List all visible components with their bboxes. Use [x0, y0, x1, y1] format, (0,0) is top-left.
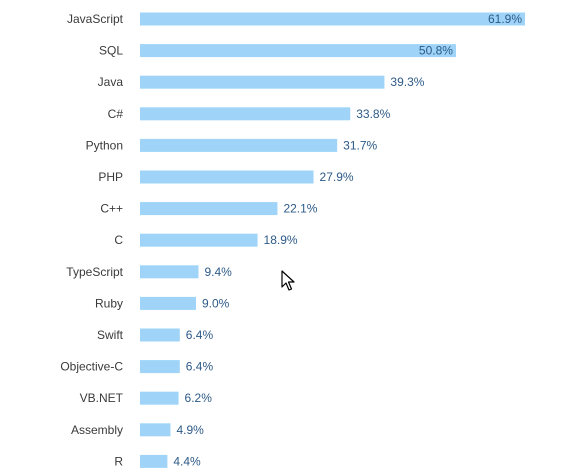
bar-row: JavaScript 61.9% — [67, 12, 525, 26]
bar — [140, 170, 314, 184]
bar-row: PHP 27.9% — [98, 170, 354, 184]
category-label: C — [114, 233, 123, 247]
value-label: 6.2% — [185, 391, 213, 405]
bar-row: Ruby 9.0% — [95, 296, 230, 310]
bar — [140, 202, 278, 216]
bar — [140, 391, 179, 405]
chart-rows: JavaScript 61.9% SQL 50.8% Java 39.3% C# 33.8% P… — [60, 12, 525, 468]
value-label: 9.0% — [202, 296, 230, 310]
value-label: 50.8% — [419, 44, 453, 58]
bar — [140, 296, 196, 310]
value-label: 61.9% — [488, 12, 522, 26]
value-label: 39.3% — [390, 75, 424, 89]
category-label: JavaScript — [67, 12, 124, 26]
bar — [140, 44, 456, 58]
value-label: 22.1% — [283, 202, 317, 216]
bar — [140, 423, 171, 437]
value-label: 18.9% — [264, 233, 298, 247]
bar-row: VB.NET 6.2% — [80, 391, 213, 405]
value-label: 31.7% — [343, 138, 377, 152]
bar — [140, 328, 180, 342]
bar-row: C# 33.8% — [108, 107, 391, 121]
category-label: R — [114, 454, 123, 468]
category-label: Python — [86, 138, 123, 152]
mouse-pointer-icon — [281, 270, 295, 291]
value-label: 33.8% — [356, 107, 390, 121]
bar-row: R 4.4% — [114, 454, 201, 468]
bar — [140, 107, 351, 121]
category-label: C++ — [100, 202, 123, 216]
bar-row: TypeScript 9.4% — [66, 265, 232, 279]
value-label: 6.4% — [186, 328, 214, 342]
category-label: SQL — [99, 44, 123, 58]
category-label: Assembly — [71, 423, 123, 437]
value-label: 6.4% — [186, 360, 214, 374]
bar-row: Java 39.3% — [98, 75, 425, 89]
value-label: 4.9% — [176, 423, 204, 437]
category-label: PHP — [98, 170, 123, 184]
bar — [140, 12, 525, 26]
value-label: 9.4% — [204, 265, 232, 279]
category-label: VB.NET — [80, 391, 124, 405]
bar — [140, 265, 199, 279]
bar-row: Objective-C 6.4% — [60, 360, 213, 374]
bar — [140, 454, 168, 468]
category-label: Swift — [97, 328, 124, 342]
category-label: Java — [98, 75, 124, 89]
bar-row: Assembly 4.9% — [71, 423, 204, 437]
bar — [140, 360, 180, 374]
bar-row: SQL 50.8% — [99, 44, 456, 58]
category-label: Objective-C — [60, 360, 123, 374]
value-label: 4.4% — [173, 454, 201, 468]
bar-row: C 18.9% — [114, 233, 298, 247]
category-label: C# — [108, 107, 124, 121]
bar-row: Swift 6.4% — [97, 328, 214, 342]
bar — [140, 233, 258, 247]
bar — [140, 138, 338, 152]
bar-row: Python 31.7% — [86, 138, 378, 152]
bar-row: C++ 22.1% — [100, 202, 317, 216]
value-label: 27.9% — [320, 170, 354, 184]
category-label: Ruby — [95, 296, 123, 310]
bar — [140, 75, 385, 89]
category-label: TypeScript — [66, 265, 123, 279]
